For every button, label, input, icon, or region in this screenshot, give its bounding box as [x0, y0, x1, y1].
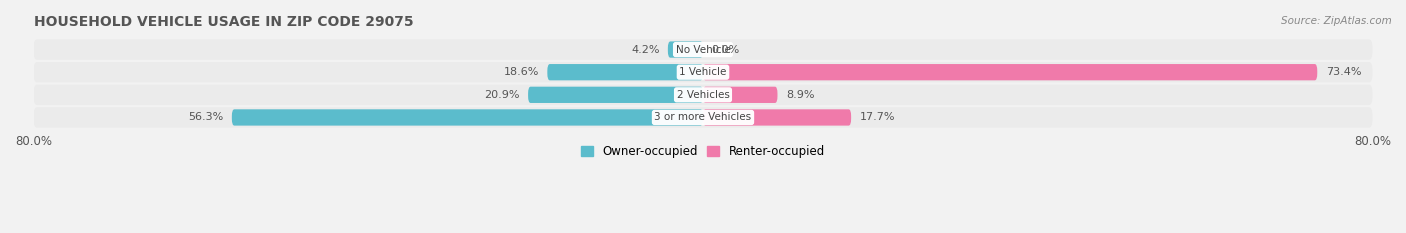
Text: 20.9%: 20.9% [484, 90, 520, 100]
FancyBboxPatch shape [34, 39, 1372, 60]
FancyBboxPatch shape [703, 109, 851, 126]
FancyBboxPatch shape [34, 62, 1372, 82]
FancyBboxPatch shape [34, 85, 1372, 105]
Text: 73.4%: 73.4% [1326, 67, 1361, 77]
FancyBboxPatch shape [529, 87, 703, 103]
FancyBboxPatch shape [547, 64, 703, 80]
Text: 2 Vehicles: 2 Vehicles [676, 90, 730, 100]
Text: 8.9%: 8.9% [786, 90, 814, 100]
Text: 3 or more Vehicles: 3 or more Vehicles [654, 113, 752, 123]
FancyBboxPatch shape [703, 87, 778, 103]
FancyBboxPatch shape [703, 64, 1317, 80]
Text: 0.0%: 0.0% [711, 45, 740, 55]
Text: 18.6%: 18.6% [503, 67, 538, 77]
Text: 17.7%: 17.7% [859, 113, 896, 123]
Text: HOUSEHOLD VEHICLE USAGE IN ZIP CODE 29075: HOUSEHOLD VEHICLE USAGE IN ZIP CODE 2907… [34, 15, 413, 29]
Text: 56.3%: 56.3% [188, 113, 224, 123]
Text: 4.2%: 4.2% [631, 45, 659, 55]
Text: No Vehicle: No Vehicle [675, 45, 731, 55]
Text: Source: ZipAtlas.com: Source: ZipAtlas.com [1281, 16, 1392, 26]
Text: 1 Vehicle: 1 Vehicle [679, 67, 727, 77]
FancyBboxPatch shape [668, 41, 703, 58]
FancyBboxPatch shape [34, 107, 1372, 128]
FancyBboxPatch shape [232, 109, 703, 126]
Legend: Owner-occupied, Renter-occupied: Owner-occupied, Renter-occupied [576, 140, 830, 163]
